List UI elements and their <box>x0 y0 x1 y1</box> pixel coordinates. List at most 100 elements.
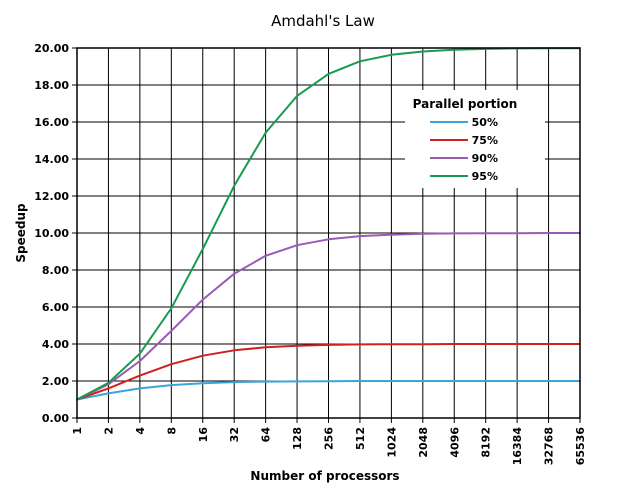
data-point <box>233 349 236 352</box>
x-axis-label: Number of processors <box>250 469 399 483</box>
data-point <box>201 382 204 385</box>
x-tick-label: 16 <box>197 427 210 443</box>
x-tick-label: 128 <box>291 427 304 450</box>
x-tick-label: 256 <box>323 427 336 450</box>
data-point <box>453 232 456 235</box>
x-tick-label: 2048 <box>417 427 430 458</box>
legend-label: 50% <box>472 116 498 129</box>
series-90-percent <box>76 232 581 401</box>
y-tick-label: 10.00 <box>34 227 69 240</box>
x-tick-label: 8 <box>165 427 178 435</box>
data-point <box>264 346 267 349</box>
y-tick-label: 20.00 <box>34 42 69 55</box>
data-point <box>484 380 487 382</box>
data-point <box>327 73 330 75</box>
legend-label: 90% <box>472 152 498 165</box>
y-tick-label: 18.00 <box>34 79 69 92</box>
y-tick-label: 14.00 <box>34 153 69 166</box>
data-point <box>107 392 110 395</box>
x-tick-label: 512 <box>354 427 367 450</box>
y-tick-label: 12.00 <box>34 190 69 203</box>
data-point <box>296 380 298 383</box>
data-point <box>296 244 298 247</box>
data-point <box>547 380 550 382</box>
x-tick-label: 64 <box>260 427 273 443</box>
data-point <box>327 344 330 346</box>
data-point <box>421 50 424 53</box>
y-tick-label: 16.00 <box>34 116 69 129</box>
data-point <box>421 232 424 235</box>
y-axis-ticks: 0.00 2.00 4.00 6.00 8.00 10.00 12.00 14.00 16.00… <box>34 42 77 425</box>
data-point <box>170 384 173 386</box>
x-tick-label: 1 <box>71 427 84 435</box>
y-tick-label: 2.00 <box>42 375 69 388</box>
data-point <box>516 343 519 345</box>
y-tick-label: 4.00 <box>42 338 69 351</box>
data-point <box>484 232 487 235</box>
data-point <box>201 248 204 250</box>
series-75-percent <box>76 343 581 401</box>
data-point <box>296 95 298 97</box>
data-point <box>421 343 424 346</box>
y-tick-label: 8.00 <box>42 264 69 277</box>
data-point <box>264 380 267 383</box>
data-point <box>201 354 204 357</box>
data-point <box>359 380 361 382</box>
y-axis-label: Speedup <box>14 203 28 263</box>
data-point <box>390 53 393 56</box>
data-point <box>233 381 236 384</box>
data-point <box>359 235 361 238</box>
data-point <box>170 307 173 310</box>
data-point <box>296 344 298 347</box>
y-tick-label: 6.00 <box>42 301 69 314</box>
data-point <box>264 131 267 134</box>
x-tick-label: 32768 <box>543 427 556 465</box>
data-point <box>516 380 519 382</box>
data-point <box>453 380 456 382</box>
legend-items: 50% 75% 90% 95% <box>430 116 498 183</box>
data-point <box>138 352 141 355</box>
legend-label: 95% <box>472 170 498 183</box>
data-point <box>453 343 456 345</box>
data-point <box>516 232 519 235</box>
x-tick-label: 4 <box>134 427 147 435</box>
data-point <box>547 232 550 234</box>
y-tick-label: 0.00 <box>42 412 69 425</box>
data-point <box>390 233 393 236</box>
x-tick-label: 2 <box>102 427 115 435</box>
data-point <box>107 381 110 384</box>
data-point <box>390 380 393 382</box>
data-point <box>233 272 236 275</box>
data-point <box>107 387 110 390</box>
x-tick-label: 32 <box>228 427 241 442</box>
legend-background <box>405 90 545 188</box>
data-point <box>138 387 141 390</box>
legend-label: 75% <box>472 134 498 147</box>
legend-title: Parallel portion <box>413 97 518 111</box>
legend: Parallel portion 50% 75% 90% 95% <box>405 90 545 188</box>
data-point <box>170 363 173 366</box>
data-point <box>359 60 361 63</box>
data-point <box>421 380 424 382</box>
data-point <box>233 184 236 187</box>
x-tick-label: 1024 <box>385 427 398 458</box>
data-point <box>327 380 330 383</box>
data-point <box>201 298 204 301</box>
data-point <box>138 360 141 362</box>
x-tick-label: 8192 <box>480 427 493 458</box>
x-tick-label: 65536 <box>574 427 587 466</box>
data-point <box>547 343 550 345</box>
data-point <box>138 374 141 377</box>
data-point <box>327 238 330 241</box>
data-point <box>390 343 393 346</box>
data-point <box>453 48 456 51</box>
data-point <box>484 343 487 345</box>
x-axis-ticks: 1 2 4 8 16 32 64 128 256 512 1024 2048 4096 8192 16384… <box>71 418 587 465</box>
data-point <box>170 329 173 332</box>
chart-title: Amdahl's Law <box>271 12 375 30</box>
data-point <box>359 343 361 346</box>
data-point <box>264 254 267 257</box>
x-tick-label: 16384 <box>511 427 524 466</box>
x-tick-label: 4096 <box>448 427 461 458</box>
